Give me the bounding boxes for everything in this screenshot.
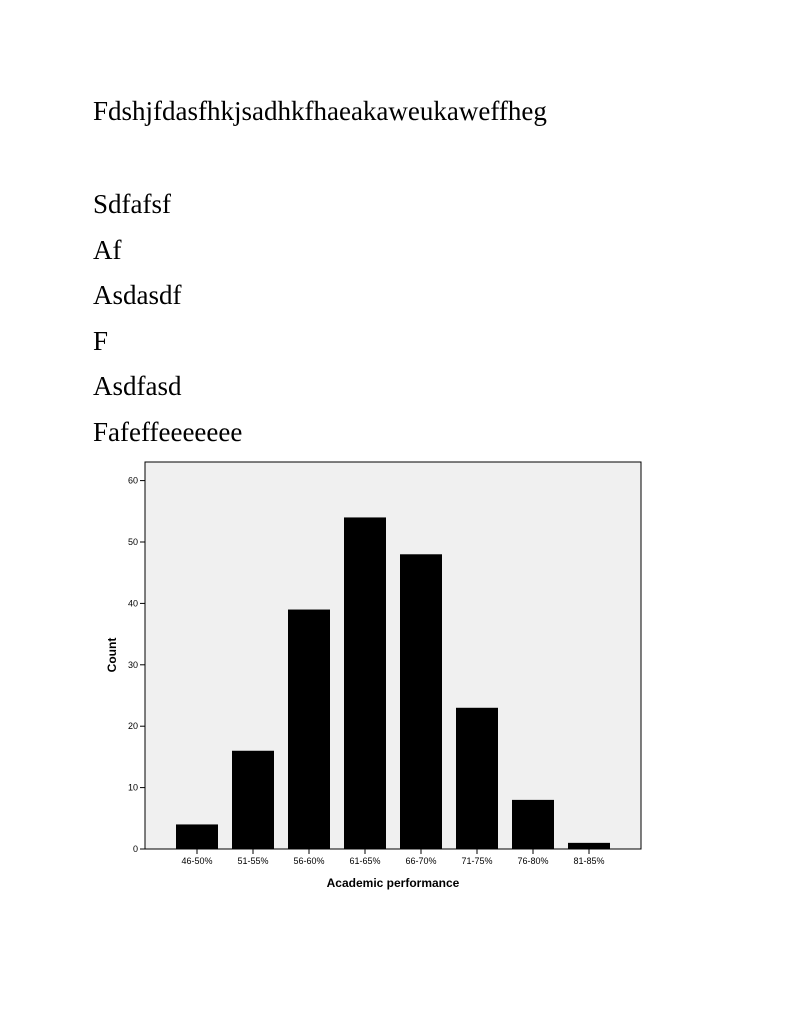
- plot-background: [144, 461, 642, 850]
- y-tick-label: 20: [128, 721, 138, 731]
- y-tick-label: 60: [128, 476, 138, 486]
- x-tick-label: 71-75%: [461, 856, 492, 866]
- bar-61-65pct: [344, 517, 386, 849]
- bar-66-70pct: [400, 554, 442, 849]
- y-tick-label: 40: [128, 598, 138, 608]
- x-tick-label: 56-60%: [293, 856, 324, 866]
- x-tick-label: 66-70%: [405, 856, 436, 866]
- x-tick-label: 61-65%: [349, 856, 380, 866]
- bar-series: [176, 517, 610, 849]
- y-tick-label: 10: [128, 783, 138, 793]
- bar-71-75pct: [456, 707, 498, 849]
- y-axis: 0 10 20 30 40 50 60: [128, 476, 145, 854]
- x-tick-label: 76-80%: [517, 856, 548, 866]
- bar-46-50pct: [176, 824, 218, 849]
- y-tick-label: 30: [128, 660, 138, 670]
- text-line: Asdfasd: [93, 371, 182, 402]
- document-heading: Fdshjfdasfhkjsadhkfhaeakaweukaweffheg: [93, 96, 547, 126]
- x-tick-label: 46-50%: [181, 856, 212, 866]
- y-tick-label: 50: [128, 537, 138, 547]
- x-tick-label: 81-85%: [573, 856, 604, 866]
- text-line: Fafeffeeeeeee: [93, 416, 243, 447]
- text-line: Asdasdf: [93, 280, 182, 311]
- bar-76-80pct: [512, 799, 554, 849]
- text-line: Af: [93, 234, 122, 265]
- bar-56-60pct: [288, 609, 330, 849]
- x-tick-label: 51-55%: [237, 856, 268, 866]
- x-axis-title: Academic performance: [327, 876, 460, 890]
- bar-81-85pct: [568, 842, 610, 849]
- text-line: F: [93, 325, 109, 356]
- y-axis-title: Count: [105, 638, 119, 673]
- bar-51-55pct: [232, 750, 274, 849]
- text-line: Sdfafsf: [93, 189, 171, 219]
- x-axis: 46-50% 51-55% 56-60% 61-65% 66-70% 71-75% 76-8…: [181, 849, 605, 866]
- y-tick-label: 0: [133, 844, 138, 854]
- text-line-list: Sdfafsf Af Asdasdf F Asdfasd Fafeffeeeee…: [93, 182, 242, 456]
